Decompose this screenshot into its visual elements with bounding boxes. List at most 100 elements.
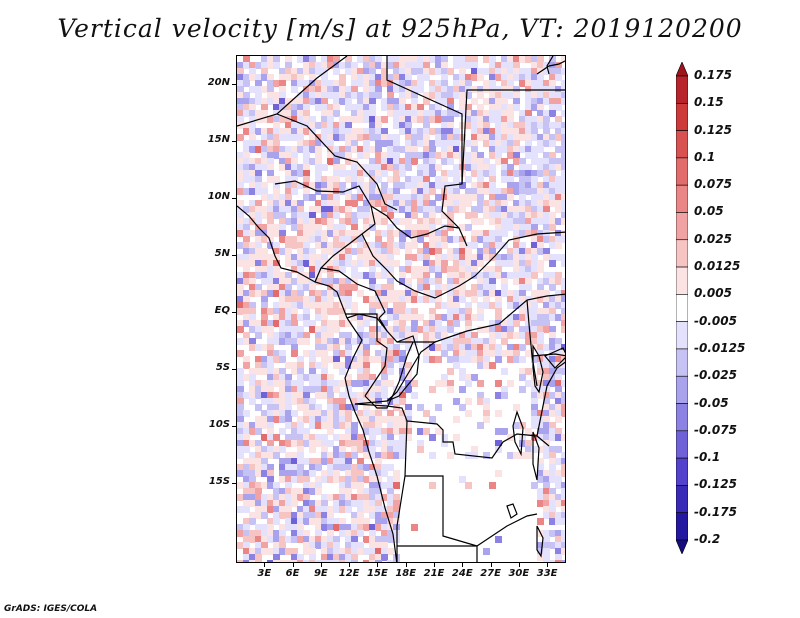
country-border [536,60,565,75]
lake-outline [544,347,565,369]
lat-tick-label: 15S [208,476,230,488]
lat-tick [232,197,236,199]
lon-tick-label: 6E [285,568,300,579]
colorbar-bin [676,75,688,104]
colorbar-bin [676,212,688,241]
country-border [397,545,478,562]
lon-tick [434,563,435,567]
country-border [531,353,565,357]
colorbar-bin [676,321,688,350]
country-border [536,361,565,437]
lat-tick-label: 15N [207,133,230,145]
country-border [476,513,538,547]
lon-tick [320,563,322,567]
country-border [370,205,460,239]
colorbar-bin [676,512,688,541]
lon-tick [518,563,520,567]
lon-tick-label: 18E [395,568,417,579]
colorbar-bin [676,239,688,268]
colorbar-bin [676,294,688,322]
lat-tick [232,83,236,85]
country-border [345,313,388,397]
colorbar-label: -0.0125 [694,340,746,355]
lat-tick-label: 20N [207,76,230,88]
lake-outline [506,503,518,519]
colorbar-bin [676,130,688,159]
colorbar-label: -0.075 [694,422,737,437]
lake-outline [512,410,524,457]
map-panel [236,55,566,563]
lake-outline [536,525,544,558]
country-border [526,299,538,387]
colorbar-bin [676,457,688,486]
lon-tick-label: 15E [367,568,388,579]
country-border [346,313,388,332]
lon-tick [349,563,351,567]
country-border [386,56,468,247]
colorbar-label: -0.125 [694,477,737,492]
lat-tick-label: 5N [214,247,230,259]
coastline [237,205,398,562]
colorbar-label: 0.1 [694,149,716,164]
lon-tick-label: 3E [257,568,272,579]
country-border [276,113,398,211]
colorbar-bin [676,102,688,131]
lat-tick-label: 10N [207,190,230,202]
colorbar-label: -0.05 [694,395,729,410]
lon-tick-label: 30E [508,568,530,579]
country-border [396,420,408,562]
colorbar-bin [676,348,688,377]
lon-tick [405,563,407,567]
country-border [361,233,476,299]
coastline [546,56,554,75]
lat-tick-label: EQ [214,304,230,316]
colorbar-label: 0.0125 [694,259,741,274]
colorbar-bin [676,184,688,213]
lon-tick [547,563,549,567]
lon-tick-label: 24E [451,568,473,579]
lat-tick [232,426,236,427]
lat-tick [232,140,236,142]
country-border [405,475,478,547]
colorbar-bin [676,403,688,432]
colorbar-label: 0.025 [694,231,732,246]
lon-tick-label: 12E [338,568,360,579]
lon-tick [377,563,379,567]
colorbar-bin [676,430,688,459]
colorbar-bin [676,375,688,404]
country-border [378,293,565,343]
country-border [461,89,565,185]
colorbar-label: -0.005 [694,313,737,328]
colorbar-label: -0.025 [694,368,737,383]
colorbar-label: -0.175 [694,504,737,519]
lon-tick [490,563,492,567]
country-border [354,341,436,405]
colorbar-label: 0.125 [694,122,732,137]
country-border [237,56,348,127]
velocity-field-map [237,56,565,562]
lon-tick [462,563,464,567]
lat-tick [232,254,236,256]
colorbar-label: 0.175 [694,68,732,82]
colorbar-bin [676,157,688,186]
colorbar-bin [676,485,688,514]
colorbar-label: 0.075 [694,177,732,192]
chart-title: Vertical velocity [m/s] at 925hPa, VT: 2… [57,14,743,43]
country-border [320,267,386,319]
country-border [314,223,376,283]
colorbar-label: 0.005 [694,286,732,301]
lon-tick-label: 27E [480,568,501,579]
colorbar-max-arrow [676,62,688,77]
colorbar-label: -0.1 [694,450,721,465]
lat-tick-label: 5S [215,361,230,373]
colorbar [676,62,688,554]
colorbar-label: 0.15 [694,95,724,110]
credit-text: GrADS: IGES/COLA [4,604,98,614]
lon-tick-label: 21E [423,568,445,579]
lat-tick-label: 10S [208,419,230,430]
lat-tick [232,368,236,370]
lake-outline [532,431,540,481]
colorbar-bin [676,266,688,295]
lat-tick [232,483,236,485]
lat-tick [232,311,236,313]
